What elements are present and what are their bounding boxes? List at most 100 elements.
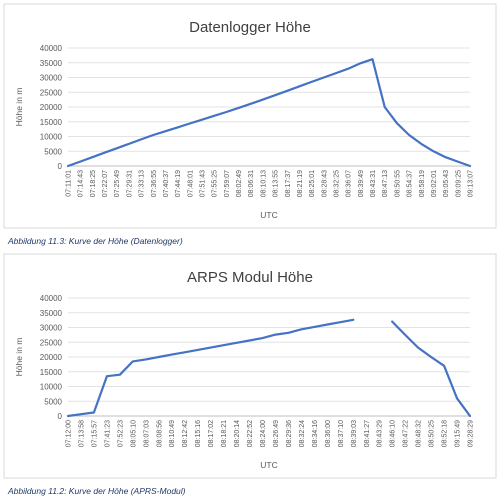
series-line [66,318,472,418]
x-tick-label: 08:47:13 [382,170,389,197]
x-tick-label: 08:29:36 [286,420,293,447]
y-tick-label: 35000 [40,59,63,68]
x-tick-label: 08:17:02 [208,420,215,447]
x-tick-label: 07:13:58 [78,420,85,447]
y-tick-label: 0 [58,412,63,421]
x-tick-label: 08:24:00 [260,420,267,447]
x-tick-label: 08:41:27 [364,420,371,447]
y-axis-label: Höhe in m [14,338,24,377]
y-tick-label: 35000 [40,309,63,318]
x-tick-label: 08:18:21 [221,420,228,447]
x-tick-label: 07:41:23 [104,420,111,447]
x-tick-label: 07:14:43 [78,170,85,197]
x-tick-label: 08:36:07 [346,170,353,197]
x-tick-label: 08:54:37 [407,170,414,197]
x-tick-label: 08:37:10 [338,420,345,447]
y-tick-label: 15000 [40,118,63,127]
x-tick-label: 07:22:07 [102,170,109,197]
x-tick-label: 08:50:55 [394,170,401,197]
x-tick-label: 08:48:32 [416,420,423,447]
x-tick-label: 08:13:55 [273,170,280,197]
x-tick-label: 08:20:14 [234,420,241,447]
y-tick-label: 20000 [40,103,63,112]
x-tick-label: 08:22:52 [247,420,254,447]
x-tick-label: 08:05:10 [130,420,137,447]
y-tick-label: 25000 [40,88,63,97]
x-tick-label: 07:29:31 [126,170,133,197]
x-tick-label: 07:51:43 [200,170,207,197]
y-tick-label: 20000 [40,353,63,362]
x-tick-label: 07:40:37 [163,170,170,197]
x-tick-label: 07:12:00 [66,420,73,447]
aprs-chart: ARPS Modul Höhe 0 5000 10000 15000 20000 25000… [3,253,497,479]
x-tick-label: 07:36:55 [151,170,158,197]
x-tick-label: 08:10:49 [169,420,176,447]
x-tick-label: 08:39:49 [358,170,365,197]
x-tick-label: 08:52:18 [442,420,449,447]
x-tick-label: 08:12:42 [182,420,189,447]
x-tick-label: 08:43:29 [377,420,384,447]
x-tick-label: 09:02:01 [431,170,438,197]
x-tick-label: 08:07:03 [143,420,150,447]
chart-panel-aprs: ARPS Modul Höhe 0 5000 10000 15000 20000 25000… [0,250,500,500]
x-tick-label: 09:09:25 [455,170,462,197]
x-tick-label: 09:28:29 [468,420,475,447]
x-tick-label: 08:34:16 [312,420,319,447]
y-tick-label: 0 [58,162,63,171]
x-tick-label: 08:58:19 [419,170,426,197]
x-tick-label: 08:02:49 [236,170,243,197]
x-tick-label: 09:15:49 [455,420,462,447]
x-tick-label: 08:21:19 [297,170,304,197]
x-tick-label: 08:28:43 [321,170,328,197]
chart-title: Datenlogger Höhe [189,19,311,36]
figure-caption: Abbildung 11.2: Kurve der Höhe (APRS-Mod… [8,486,186,496]
x-tick-label: 07:59:07 [224,170,231,197]
x-tick-label: 08:32:24 [299,420,306,447]
x-tick-label: 07:52:23 [117,420,124,447]
x-tick-label: 08:26:49 [273,420,280,447]
y-tick-label: 30000 [40,74,63,83]
x-tick-label: 07:15:57 [91,420,98,447]
x-tick-label: 08:15:16 [195,420,202,447]
x-tick-label: 08:47:22 [403,420,410,447]
y-tick-label: 30000 [40,324,63,333]
x-tick-label: 07:18:25 [90,170,97,197]
y-tick-label: 25000 [40,338,63,347]
y-tick-label: 5000 [44,147,62,156]
x-tick-label: 08:25:01 [309,170,316,197]
x-tick-label: 09:13:07 [468,170,475,197]
y-tick-label: 10000 [40,383,63,392]
x-tick-label: 08:43:31 [370,170,377,197]
x-tick-label: 08:10:13 [260,170,267,197]
x-tick-label: 07:48:01 [187,170,194,197]
x-tick-label: 08:39:03 [351,420,358,447]
chart-title: ARPS Modul Höhe [187,269,313,286]
x-axis-label: UTC [260,460,277,470]
x-tick-label: 08:50:25 [429,420,436,447]
y-tick-label: 40000 [40,44,63,53]
y-axis-label: Höhe in m [14,88,24,127]
chart-panel-datalogger: Datenlogger Höhe 0 5000 10000 15000 20000 2500… [3,3,497,246]
x-tick-label: 08:32:25 [334,170,341,197]
y-tick-label: 5000 [44,397,62,406]
y-tick-label: 15000 [40,368,63,377]
x-tick-label: 08:06:31 [248,170,255,197]
y-tick-label: 10000 [40,133,63,142]
x-tick-label: 09:05:43 [443,170,450,197]
x-tick-label: 08:08:56 [156,420,163,447]
x-tick-label: 07:44:19 [175,170,182,197]
x-tick-label: 08:36:00 [325,420,332,447]
x-tick-label: 08:46:10 [390,420,397,447]
x-tick-label: 08:17:37 [285,170,292,197]
datalogger-chart: Datenlogger Höhe 0 5000 10000 15000 20000 2500… [3,3,497,229]
x-tick-label: 07:11:01 [66,170,73,197]
x-tick-label: 07:33:13 [139,170,146,197]
figure-caption: Abbildung 11.3: Kurve der Höhe (Datenlog… [8,236,183,246]
chart-frame [3,253,497,479]
x-axis-label: UTC [260,210,277,220]
series-line [66,58,472,168]
chart-frame [3,3,497,229]
y-tick-label: 40000 [40,294,63,303]
x-tick-label: 07:55:25 [212,170,219,197]
x-tick-label: 07:25:49 [114,170,121,197]
